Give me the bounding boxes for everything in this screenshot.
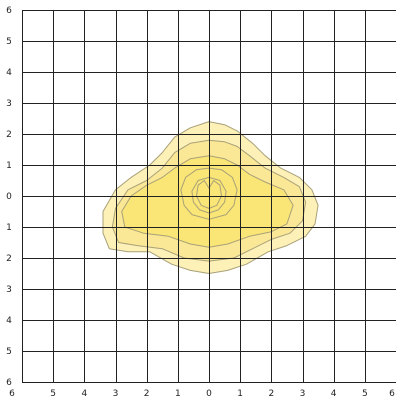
x-tick-label: 5	[362, 389, 368, 399]
grid-layer	[22, 10, 396, 383]
y-tick-label: 5	[6, 37, 12, 47]
y-tick-label: 3	[6, 99, 12, 109]
y-tick-label: 2	[6, 130, 12, 140]
x-tick-label: 3	[113, 389, 119, 399]
x-tick-label: 4	[331, 389, 337, 399]
x-tick-label: 1	[175, 389, 181, 399]
x-tick-label: 4	[81, 389, 87, 399]
y-tick-label: 6	[6, 378, 12, 388]
y-tick-label: 4	[6, 68, 12, 78]
y-tick-label: 3	[6, 285, 12, 295]
x-tick-labels: 6 5 4 3 2 1 0 1 2 3 4 5 6	[9, 389, 395, 399]
y-tick-label: 2	[6, 254, 12, 264]
y-tick-label: 1	[6, 161, 12, 171]
x-tick-label: 5	[50, 389, 56, 399]
contour-layer	[102, 121, 319, 274]
x-tick-label: 6	[9, 389, 15, 399]
y-tick-label: 0	[6, 192, 12, 202]
x-tick-label: 3	[300, 389, 306, 399]
y-tick-labels: 6 5 4 3 2 1 0 1 2 3 4 5 6	[6, 6, 12, 388]
x-tick-label: 0	[206, 389, 212, 399]
y-tick-label: 6	[6, 6, 12, 16]
y-tick-label: 4	[6, 316, 12, 326]
x-tick-label: 2	[268, 389, 274, 399]
x-tick-label: 6	[389, 389, 395, 399]
x-tick-label: 1	[237, 389, 243, 399]
x-tick-label: 2	[144, 389, 150, 399]
y-tick-label: 5	[6, 347, 12, 357]
y-tick-label: 1	[6, 223, 12, 233]
